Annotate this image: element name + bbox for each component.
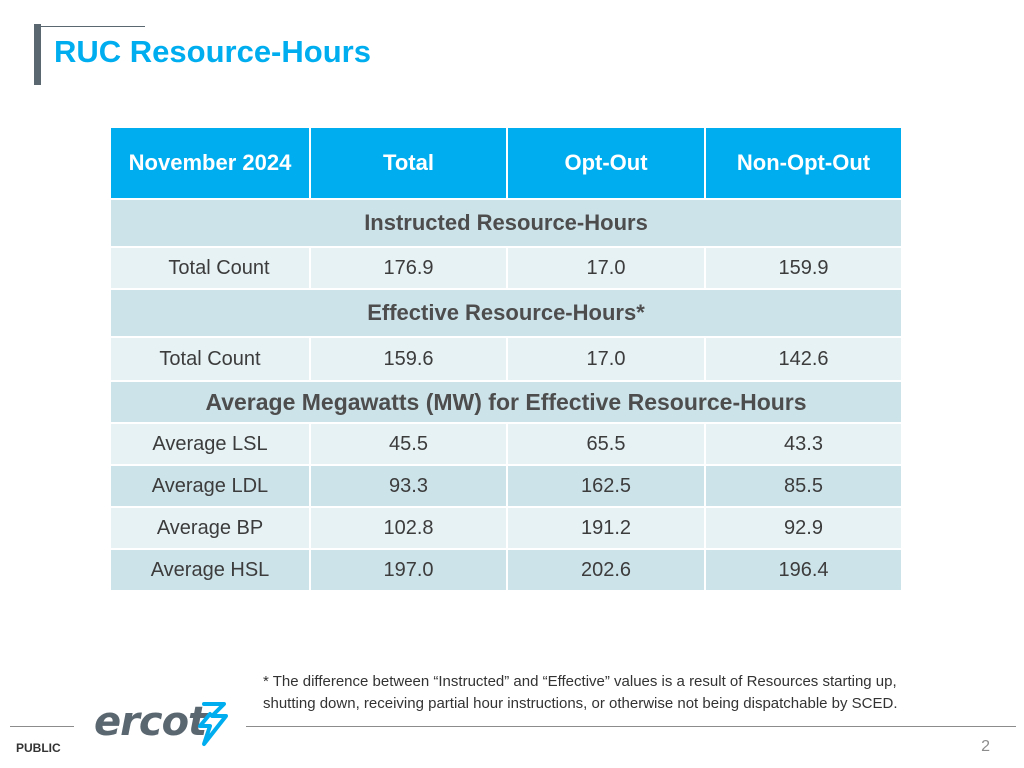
section-heading-instructed: Instructed Resource-Hours [109,198,903,248]
cell-opt-out: 17.0 [506,336,706,382]
table-row: Total Count 176.9 17.0 159.9 [109,246,903,290]
section-effective: Effective Resource-Hours* [109,288,903,338]
row-label: Average LDL [109,464,311,508]
row-label: Average HSL [109,548,311,592]
ercot-logo: ercot [94,698,234,754]
cell-non-opt-out: 196.4 [704,548,903,592]
cell-total: 102.8 [309,506,508,550]
cell-total: 45.5 [309,422,508,466]
footnote-line-1: * The difference between “Instructed” an… [263,673,897,690]
lightning-bolt-icon [198,702,228,746]
title-accent-rule [41,26,145,27]
table-row: Average BP 102.8 191.2 92.9 [109,506,903,550]
row-label: Average BP [109,506,311,550]
table-row: Average HSL 197.0 202.6 196.4 [109,548,903,592]
header-opt-out: Opt-Out [506,126,706,200]
table-row: Average LSL 45.5 65.5 43.3 [109,422,903,466]
cell-opt-out: 191.2 [506,506,706,550]
section-instructed: Instructed Resource-Hours [109,198,903,248]
cell-non-opt-out: 43.3 [704,422,903,466]
cell-opt-out: 162.5 [506,464,706,508]
ercot-logo-text: ercot [94,699,207,745]
row-label: Average LSL [109,422,311,466]
page-number: 2 [981,738,990,755]
row-label-text: Total Count [168,256,270,279]
cell-non-opt-out: 85.5 [704,464,903,508]
table-row: Total Count 159.6 17.0 142.6 [109,336,903,382]
row-label: Total Count [109,336,311,382]
section-average-mw: Average Megawatts (MW) for Effective Res… [109,380,903,424]
header-non-opt-out: Non-Opt-Out [704,126,903,200]
header-month: November 2024 [109,126,311,200]
cell-opt-out: 17.0 [506,246,706,290]
table-row: Average LDL 93.3 162.5 85.5 [109,464,903,508]
section-heading-effective: Effective Resource-Hours* [109,288,903,338]
header-total: Total [309,126,508,200]
row-label: Total Count [109,246,311,290]
page-title: RUC Resource-Hours [54,34,371,69]
cell-opt-out: 202.6 [506,548,706,592]
title-accent-bar [34,24,41,85]
ruc-table: November 2024 Total Opt-Out Non-Opt-Out … [109,126,903,592]
cell-total: 197.0 [309,548,508,592]
cell-non-opt-out: 159.9 [704,246,903,290]
footer-divider-right [246,726,1016,727]
footnote-line-2: shutting down, receiving partial hour in… [263,695,898,712]
cell-opt-out: 65.5 [506,422,706,466]
cell-non-opt-out: 92.9 [704,506,903,550]
cell-total: 159.6 [309,336,508,382]
section-heading-average-mw: Average Megawatts (MW) for Effective Res… [109,380,903,424]
cell-non-opt-out: 142.6 [704,336,903,382]
table-header-row: November 2024 Total Opt-Out Non-Opt-Out [109,126,903,200]
classification-label: PUBLIC [16,741,61,755]
cell-total: 93.3 [309,464,508,508]
footnote: * The difference between “Instructed” an… [263,671,1003,715]
cell-total: 176.9 [309,246,508,290]
footer-divider-left [10,726,74,727]
